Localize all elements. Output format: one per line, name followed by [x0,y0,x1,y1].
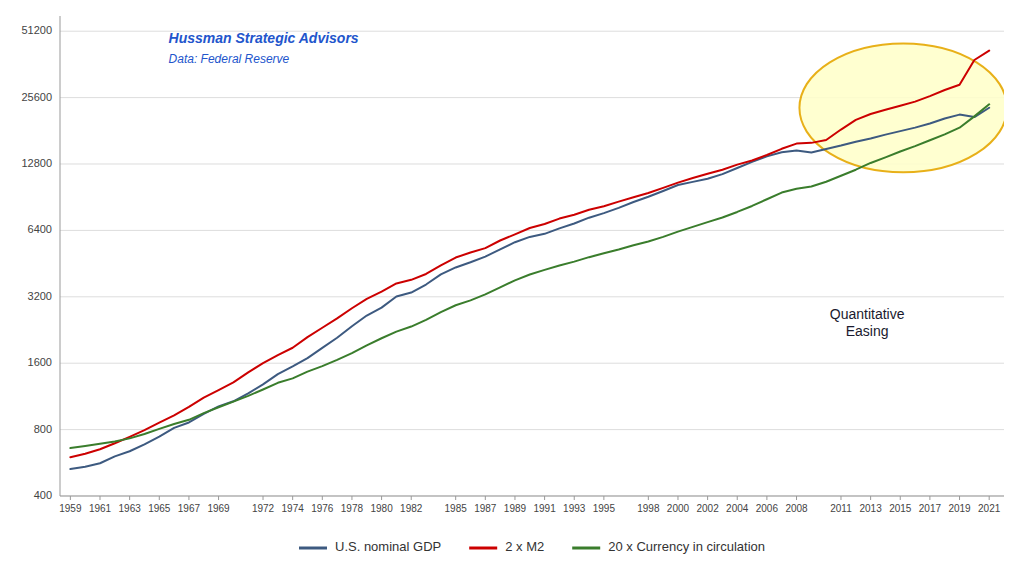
x-tick-label: 1976 [311,503,334,514]
x-tick [455,496,456,500]
x-tick [870,496,871,500]
y-tick-label: 1600 [28,356,52,368]
x-tick-label: 1995 [593,503,616,514]
x-tick [796,496,797,500]
x-tick-label: 1959 [59,503,82,514]
legend-swatch [299,547,327,550]
x-tick-label: 1982 [400,503,423,514]
x-tick [840,496,841,500]
legend-label: 2 x M2 [505,539,544,554]
y-tick-label: 400 [34,489,52,501]
x-tick-label: 1998 [637,503,660,514]
x-tick-label: 1969 [207,503,230,514]
x-tick [411,496,412,500]
x-tick-label: 1972 [252,503,275,514]
x-tick [603,496,604,500]
x-tick-label: 2015 [889,503,912,514]
x-tick-label: 1991 [533,503,556,514]
x-tick [381,496,382,500]
x-tick-label: 1993 [563,503,586,514]
x-tick-label: 2019 [948,503,971,514]
x-tick [544,496,545,500]
x-tick [188,496,189,500]
x-tick-label: 2000 [667,503,690,514]
y-tick-label: 51200 [21,24,52,36]
subtitle: Data: Federal Reserve [169,52,290,66]
x-tick [959,496,960,500]
x-tick [766,496,767,500]
x-tick [351,496,352,500]
grid-line [60,296,1004,297]
x-tick-label: 1985 [445,503,468,514]
x-tick-label: 2006 [756,503,779,514]
legend-item: 20 x Currency in circulation [572,539,765,554]
legend-swatch [469,547,497,550]
x-tick-label: 1978 [341,503,364,514]
x-tick [159,496,160,500]
x-tick-label: 2004 [726,503,749,514]
x-tick [322,496,323,500]
grid-line [60,496,1004,497]
x-tick [574,496,575,500]
x-tick [263,496,264,500]
x-tick [70,496,71,500]
x-tick [485,496,486,500]
series-line [70,51,989,458]
y-tick-label: 800 [34,423,52,435]
y-axis-line [60,16,61,496]
grid-line [60,363,1004,364]
x-tick [737,496,738,500]
x-tick [514,496,515,500]
x-tick-label: 2021 [978,503,1001,514]
plot-area [70,43,1004,469]
x-tick [929,496,930,500]
legend: U.S. nominal GDP 2 x M2 20 x Currency in c… [299,539,765,554]
chart: 400 800 1600 3200 6400 12800 25600 51200 1959 196… [0,0,1024,576]
x-tick-label: 1961 [89,503,112,514]
y-tick-label: 3200 [28,290,52,302]
x-tick-label: 2002 [696,503,719,514]
legend-label: 20 x Currency in circulation [608,539,765,554]
x-tick-label: 2011 [830,503,852,514]
legend-label: U.S. nominal GDP [335,539,441,554]
x-tick-label: 2013 [859,503,882,514]
x-tick-label: 2008 [785,503,808,514]
x-tick [129,496,130,500]
series-line [70,104,989,448]
x-tick [677,496,678,500]
x-tick [218,496,219,500]
x-tick [100,496,101,500]
legend-item: 2 x M2 [469,539,544,554]
x-tick-label: 1965 [148,503,171,514]
annotation: QuantitativeEasing [830,305,905,338]
x-tick [292,496,293,500]
y-tick-label: 25600 [21,91,52,103]
x-tick [648,496,649,500]
x-tick-label: 1963 [119,503,142,514]
x-axis-line [60,496,1004,497]
series-line [70,108,989,469]
x-tick-label: 1974 [282,503,305,514]
x-tick-label: 1967 [178,503,201,514]
legend-item: U.S. nominal GDP [299,539,441,554]
grid-line [60,429,1004,430]
x-tick-label: 1989 [504,503,527,514]
x-tick-label: 2017 [919,503,942,514]
y-tick-label: 12800 [21,157,52,169]
x-tick-label: 1980 [370,503,393,514]
x-tick [707,496,708,500]
x-tick-label: 1987 [474,503,497,514]
y-tick-label: 6400 [28,223,52,235]
grid-line [60,230,1004,231]
legend-swatch [572,547,600,550]
x-tick [900,496,901,500]
title: Hussman Strategic Advisors [169,30,359,46]
x-tick [989,496,990,500]
